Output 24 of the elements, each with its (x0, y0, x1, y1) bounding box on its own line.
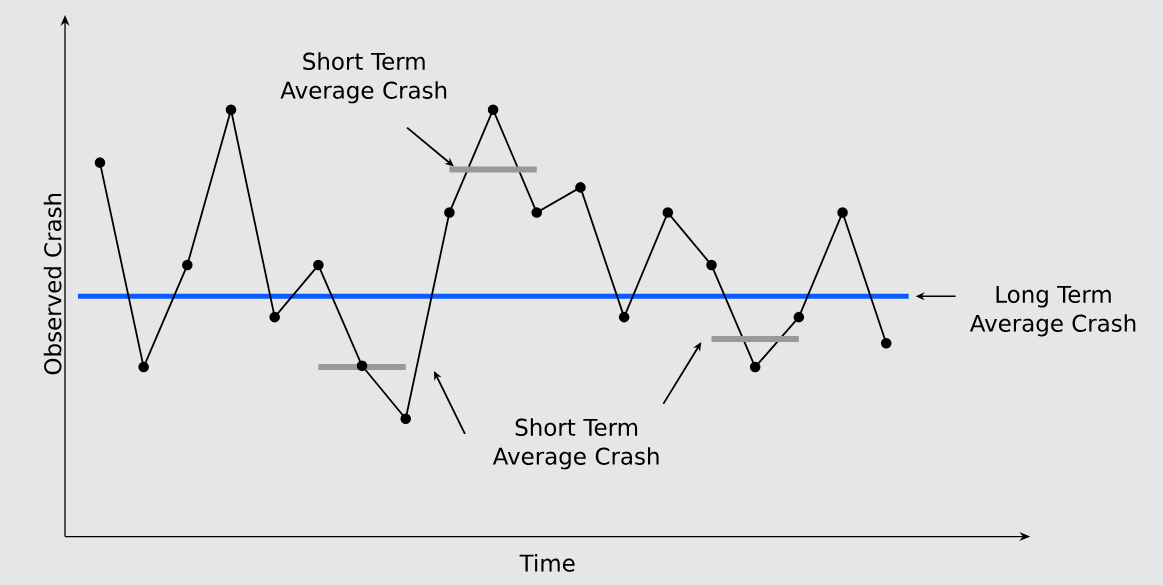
point (444, 207, 455, 218)
point (356, 360, 368, 371)
y-axis-title: Observed Crash (43, 193, 62, 375)
point (837, 207, 848, 218)
point (269, 311, 280, 323)
point (182, 259, 193, 271)
point (138, 361, 149, 373)
text: Short Term Average Crash (280, 52, 447, 104)
point (706, 259, 717, 271)
point (531, 207, 543, 218)
point (880, 337, 892, 349)
ref-line-label: Long Term Average Crash (969, 285, 1136, 337)
x-axis-title: Time (519, 553, 575, 572)
point (749, 361, 761, 373)
point (313, 259, 324, 271)
point (400, 413, 412, 424)
point (94, 157, 106, 168)
annotation: Short Term Average Crash (492, 418, 659, 470)
point (618, 311, 630, 323)
point (793, 311, 805, 323)
point (575, 181, 586, 193)
point (487, 104, 499, 115)
point (662, 207, 674, 218)
point (225, 104, 237, 115)
